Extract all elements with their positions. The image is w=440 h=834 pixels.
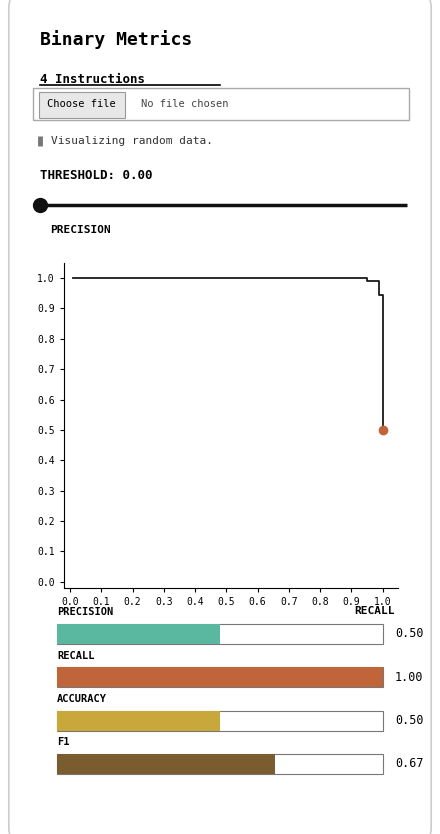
Text: No file chosen: No file chosen [141,99,228,109]
Bar [57,754,383,774]
Text: F1: F1 [57,737,70,747]
FancyBboxPatch shape [39,92,125,118]
Text: 0.50: 0.50 [395,627,424,641]
Bar [57,624,383,644]
Text: RECALL: RECALL [57,651,95,661]
Bar [57,711,220,731]
X-axis label: RECALL: RECALL [355,605,395,615]
Text: 0.50: 0.50 [395,714,424,727]
FancyBboxPatch shape [9,0,431,834]
Bar [57,754,275,774]
Text: Choose file: Choose file [47,99,116,109]
Text: ACCURACY: ACCURACY [57,694,107,704]
Text: Binary Metrics: Binary Metrics [40,30,192,49]
Text: Visualizing random data.: Visualizing random data. [51,136,213,146]
Bar [57,667,383,687]
Text: 0.67: 0.67 [395,757,424,771]
Bar [57,667,383,687]
Bar [57,624,220,644]
Text: PRECISION: PRECISION [51,225,111,235]
Bar [57,711,383,731]
Text: 4 Instructions: 4 Instructions [40,73,145,87]
Text: 1.00: 1.00 [395,671,424,684]
FancyBboxPatch shape [33,88,409,120]
Text: THRESHOLD: 0.00: THRESHOLD: 0.00 [40,169,152,183]
Text: PRECISION: PRECISION [57,607,114,617]
